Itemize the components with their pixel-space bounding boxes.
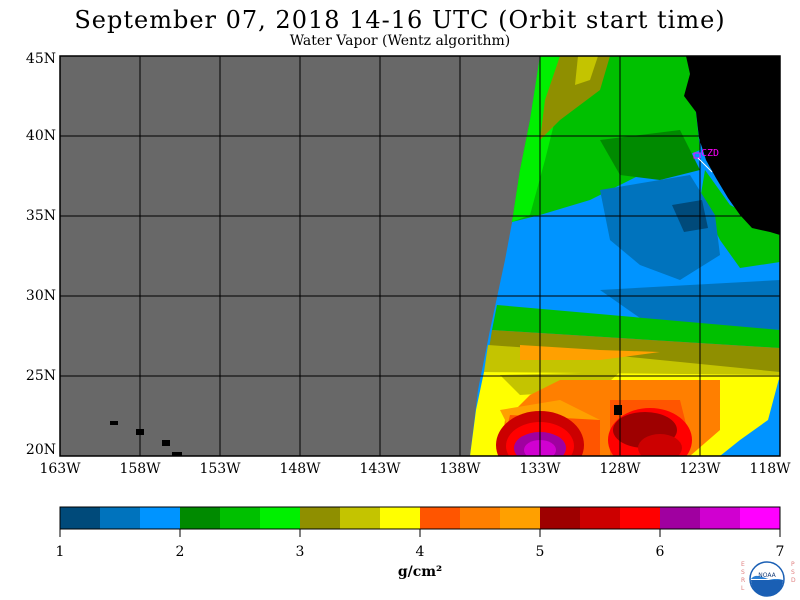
colorbar-tick-label: 6 [655, 544, 665, 560]
colorbar-tick-label: 7 [775, 544, 785, 560]
colorbar-tick-label: 3 [295, 544, 305, 560]
colorbar-tick-label: 1 [55, 544, 65, 560]
colorbar-swatch [380, 507, 420, 529]
colorbar-tick-label: 2 [175, 544, 185, 560]
colorbar-swatch [180, 507, 220, 529]
colorbar-swatch [740, 507, 780, 529]
swath-dark-blue [600, 175, 720, 280]
map-field [60, 56, 780, 456]
lon-label: 138W [439, 461, 481, 477]
colorbar-tick-label: 5 [535, 544, 545, 560]
graticule [60, 56, 780, 456]
lat-label-30n: 30N [25, 288, 56, 304]
colorbar-swatch [580, 507, 620, 529]
lat-label-40n: 40N [25, 128, 56, 144]
svg-text:PSD: PSD [791, 561, 796, 584]
colorbar-swatch [340, 507, 380, 529]
colorbar-swatch [100, 507, 140, 529]
colorbar-swatch [60, 507, 100, 529]
swath-green-south [492, 305, 780, 348]
lat-label-25n: 25N [25, 368, 56, 384]
lon-label: 133W [519, 461, 561, 477]
station-marker-czd: CZD [693, 148, 719, 173]
map-frame [59, 55, 781, 457]
colorbar-swatch [460, 507, 500, 529]
station-label: CZD [701, 148, 719, 159]
lon-label: 153W [199, 461, 241, 477]
colorbar-tick-label: 4 [415, 544, 425, 560]
land-north-america [684, 56, 780, 235]
lat-label-35n: 35N [25, 208, 56, 224]
colorbar-swatch [500, 507, 540, 529]
page-subtitle: Water Vapor (Wentz algorithm) [289, 33, 511, 49]
colorbar-swatch [300, 507, 340, 529]
lon-label: 143W [359, 461, 401, 477]
colorbar-units: g/cm² [397, 564, 443, 580]
colorbar [59, 506, 781, 537]
colorbar-swatch [540, 507, 580, 529]
noaa-logo-text: NOAA [758, 572, 776, 579]
colorbar-swatch [660, 507, 700, 529]
lon-label: 128W [599, 461, 641, 477]
colorbar-swatch [700, 507, 740, 529]
colorbar-swatch [420, 507, 460, 529]
page-title: September 07, 2018 14-16 UTC (Orbit star… [74, 6, 726, 34]
lat-label-20n: 20N [25, 442, 56, 458]
lon-label: 163W [39, 461, 81, 477]
colorbar-swatch [220, 507, 260, 529]
lon-label: 158W [119, 461, 161, 477]
lon-label: 123W [679, 461, 721, 477]
colorbar-swatch [260, 507, 300, 529]
lon-label: 118W [749, 461, 791, 477]
colorbar-swatch [620, 507, 660, 529]
lon-label: 148W [279, 461, 321, 477]
lat-label-45n: 45N [25, 51, 56, 67]
colorbar-swatch [140, 507, 180, 529]
